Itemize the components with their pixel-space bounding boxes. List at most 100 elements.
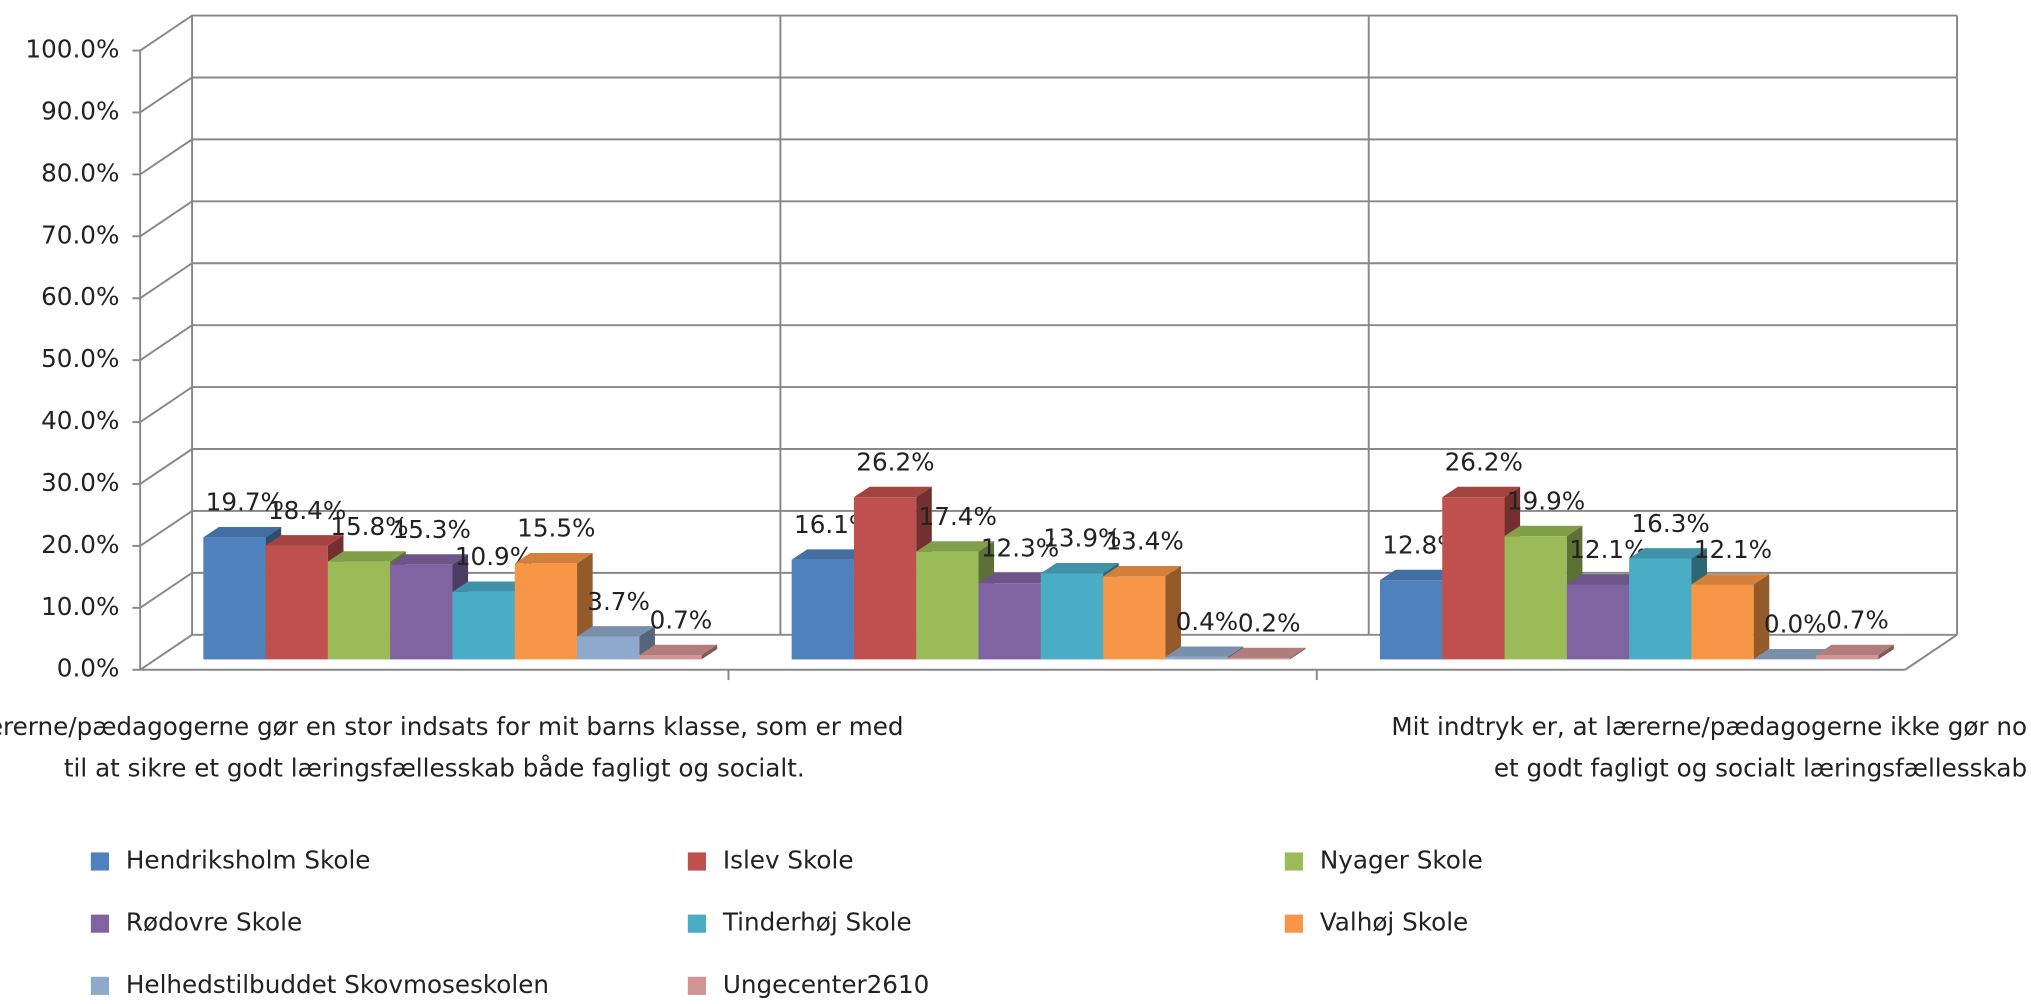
y-tick-label: 50.0% xyxy=(41,344,119,373)
y-tick-label: 90.0% xyxy=(41,96,119,125)
legend-swatch xyxy=(687,852,706,871)
legend-swatch xyxy=(90,976,110,995)
bar-front xyxy=(265,545,328,660)
y-tick-label: 0.0% xyxy=(57,654,120,683)
bar-front xyxy=(577,636,640,660)
x-tick-label-line: Mit indtryk er, at lærerne/pædagogerne i… xyxy=(1391,712,2027,741)
x-tick-label: Mit indtryk er, at lærerne/pædagogerne i… xyxy=(1391,712,2027,782)
y-tick-label: 40.0% xyxy=(41,406,119,435)
legend-label: Hendriksholm Skole xyxy=(126,846,371,875)
bar-top xyxy=(1227,647,1306,659)
legend-label: Tinderhøj Skole xyxy=(722,908,912,937)
bar-top xyxy=(1504,525,1583,537)
bar-front xyxy=(203,537,266,660)
bar-top xyxy=(916,541,995,552)
bar-front xyxy=(1040,573,1104,660)
value-label: 15.5% xyxy=(517,514,595,543)
bar-front xyxy=(916,551,979,660)
value-label: 15.3% xyxy=(393,515,471,544)
x-tick-label-line: til at sikre et godt læringsfællesskab b… xyxy=(64,754,805,783)
bar-front xyxy=(978,583,1041,660)
bar-top xyxy=(203,527,282,538)
bar-top xyxy=(978,572,1057,584)
y-tick-label: 80.0% xyxy=(41,158,119,187)
bar-front xyxy=(452,591,515,660)
bar-front xyxy=(1629,558,1692,660)
bar-top xyxy=(1816,644,1894,656)
x-tick-label-line: et godt fagligt og socialt læringsfælles… xyxy=(1494,754,2027,783)
y-tick-label: 60.0% xyxy=(41,282,119,311)
value-label: 12.3% xyxy=(981,534,1059,563)
bar-top xyxy=(1691,574,1770,585)
bar-top xyxy=(1629,548,1707,559)
bar-front xyxy=(1103,576,1166,660)
bar-side xyxy=(1165,566,1181,660)
value-label: 12.1% xyxy=(1694,535,1772,564)
value-label: 0.7% xyxy=(650,605,713,634)
bar-top xyxy=(1566,574,1645,585)
value-label: 19.9% xyxy=(1507,487,1585,516)
value-label: 17.4% xyxy=(919,502,997,531)
value-label: 3.7% xyxy=(587,587,650,616)
bar-top xyxy=(577,626,655,637)
legend-label: Ungecenter2610 xyxy=(723,970,929,999)
axis-line xyxy=(1904,633,1958,671)
y-tick-label: 100.0% xyxy=(25,35,119,64)
bar-top xyxy=(1379,569,1458,581)
bar-top xyxy=(390,554,469,565)
bar-top xyxy=(514,553,593,564)
value-label: 0.7% xyxy=(1826,605,1889,634)
bar-front xyxy=(1816,655,1879,660)
bar-front xyxy=(791,559,854,660)
bar-front xyxy=(327,561,391,660)
legend-label: Valhøj Skole xyxy=(1320,908,1468,937)
bar-side xyxy=(1878,644,1894,660)
bar-top xyxy=(1753,649,1832,660)
bar-front xyxy=(853,497,917,660)
legend-swatch xyxy=(687,976,706,995)
bar-top xyxy=(1442,486,1521,498)
value-label: 0.4% xyxy=(1176,607,1239,636)
bar-top xyxy=(265,535,344,546)
value-label: 13.4% xyxy=(1105,527,1183,556)
bar-front xyxy=(1691,584,1754,660)
bar-top xyxy=(1103,566,1181,577)
y-tick-label: 20.0% xyxy=(41,530,119,559)
legend-label: Rødovre Skole xyxy=(126,908,302,937)
bar-front xyxy=(1227,658,1290,660)
bar-front xyxy=(1165,656,1228,660)
bar-top xyxy=(452,581,531,592)
value-label: 15.8% xyxy=(330,512,408,541)
value-label: 13.9% xyxy=(1043,524,1121,553)
bar-side xyxy=(1753,574,1770,660)
value-label: 26.2% xyxy=(856,447,934,476)
bar-side xyxy=(701,644,718,660)
x-tick-label-line: Lærerne/pædagogerne gør en stor indsats … xyxy=(0,712,904,741)
bar-front xyxy=(639,655,702,660)
bar-top xyxy=(327,551,406,562)
bar-top xyxy=(1040,562,1119,574)
legend-swatch xyxy=(90,914,110,933)
value-label: 26.2% xyxy=(1445,447,1523,476)
legend-swatch xyxy=(1284,914,1303,933)
bar-side xyxy=(1289,647,1306,660)
x-tick-label: Lærerne/pædagogerne gør en stor indsats … xyxy=(0,712,904,782)
bar-top xyxy=(1165,646,1244,657)
value-label: 19.7% xyxy=(206,488,284,517)
legend-label: Islev Skole xyxy=(723,846,854,875)
value-label: 0.0% xyxy=(1764,610,1827,639)
legend-label: Helhedstilbuddet Skovmoseskolen xyxy=(126,970,549,999)
value-label: 0.2% xyxy=(1238,608,1301,637)
bar-front xyxy=(514,563,578,660)
value-label: 18.4% xyxy=(268,496,346,525)
y-tick-label: 10.0% xyxy=(41,592,119,621)
legend-swatch xyxy=(1284,852,1303,871)
value-label: 16.3% xyxy=(1632,509,1710,538)
bar-front xyxy=(1504,536,1567,660)
y-tick-label: 70.0% xyxy=(41,220,119,249)
legend-swatch xyxy=(90,852,110,871)
bar-front xyxy=(1379,580,1443,660)
bar-front xyxy=(390,564,453,660)
